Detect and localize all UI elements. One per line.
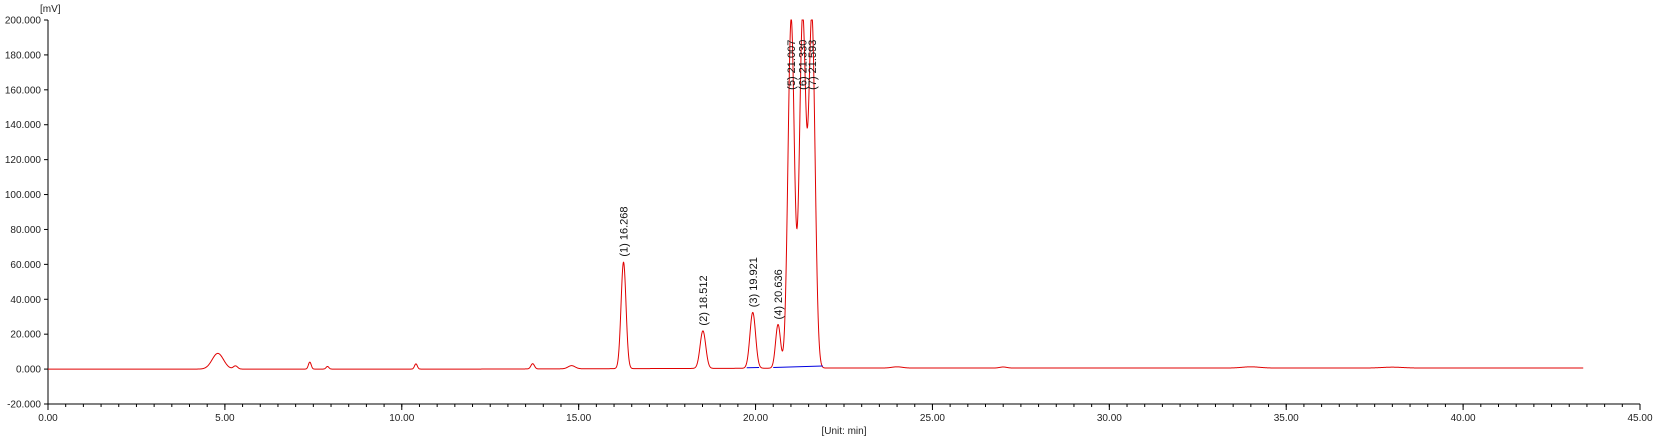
y-tick-label: 0.000 [16,365,41,376]
peak-label: (4) 20.636 [773,269,785,319]
y-tick-label: 100.000 [5,190,42,201]
peak-label: (2) 18.512 [698,275,710,325]
x-tick-label: 5.00 [215,413,235,424]
x-tick-label: 20.00 [743,413,768,424]
x-tick-label: 30.00 [1097,413,1122,424]
y-tick-label: -20.000 [7,400,41,411]
peak-labels: (1) 16.268 (2) 18.512 (3) 19.921 (4) 20.636… [619,40,819,326]
x-tick-label: 45.00 [1627,413,1652,424]
x-tick-label: 0.00 [38,413,58,424]
peak-label: (5) 21.007 [786,40,798,90]
signal-trace [48,19,1584,370]
y-tick-label: 80.000 [10,225,41,236]
integration-baseline [746,365,823,369]
y-tick-label: 120.000 [5,155,42,166]
x-tick-label: 35.00 [1274,413,1299,424]
y-tick-label: 200.000 [5,16,42,27]
x-tick-label: 40.00 [1451,413,1476,424]
y-tick-label: 140.000 [5,120,42,131]
x-tick-label: 15.00 [566,413,591,424]
axes: -20.000 0.000 20.000 40.000 60.000 80.000 100.… [5,16,1653,425]
y-tick-label: 160.000 [5,85,42,96]
signal-line [48,19,1584,370]
peak-label: (3) 19.921 [748,257,760,307]
y-tick-label: 40.000 [10,295,41,306]
y-tick-label: 20.000 [10,330,41,341]
peak-label: (7) 21.593 [807,40,819,90]
y-tick-label: 60.000 [10,260,41,271]
x-tick-label: 10.00 [389,413,414,424]
y-tick-label: 180.000 [5,50,42,61]
x-tick-label: 25.00 [920,413,945,424]
peak-label: (6) 21.330 [798,40,810,90]
y-axis-title: [mV] [40,4,61,15]
x-axis-title: [Unit: min] [821,426,866,437]
peak-label: (1) 16.268 [619,206,631,256]
